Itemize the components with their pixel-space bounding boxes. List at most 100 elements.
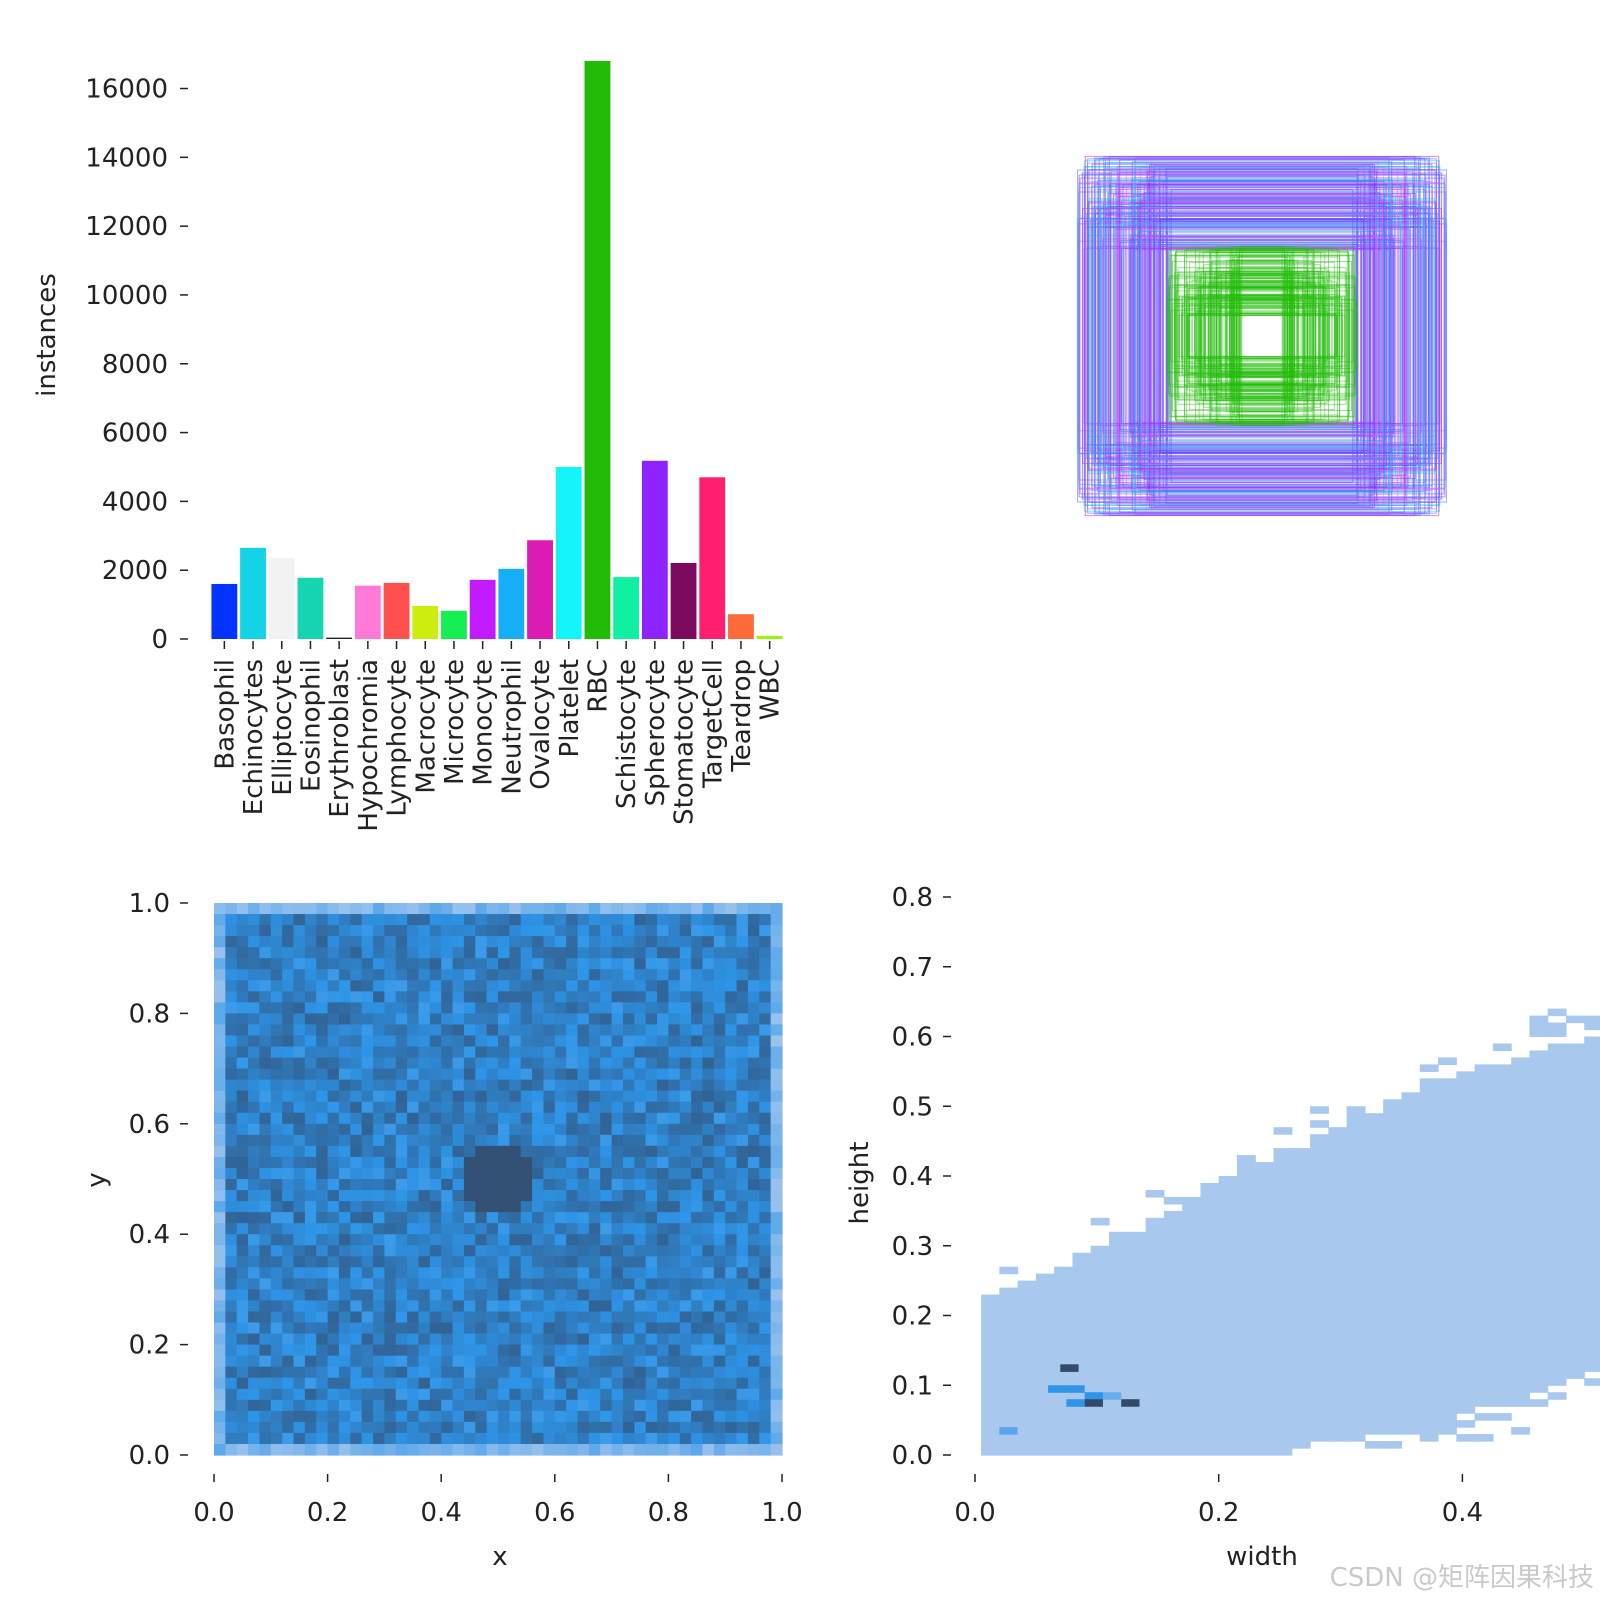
wh-cell	[981, 1392, 1000, 1400]
xy-cell	[713, 936, 726, 948]
xy-cell	[634, 903, 647, 915]
wh-cell	[1401, 1308, 1421, 1317]
xy-cell	[509, 1432, 522, 1445]
xy-cell	[248, 1355, 261, 1368]
wh-cell	[1584, 1252, 1600, 1261]
xy-cell	[600, 1311, 613, 1324]
xy-cell	[463, 1101, 476, 1114]
box-outline	[1191, 297, 1333, 375]
xy-cell	[236, 903, 249, 915]
wh-hot-cell	[1060, 1364, 1079, 1372]
xy-cell	[770, 1399, 783, 1412]
xy-cell	[270, 1344, 283, 1357]
wh-cell	[1182, 1406, 1202, 1414]
bar-ytick-label: 14000	[85, 143, 168, 173]
wh-cell	[1310, 1350, 1329, 1358]
xy-cell	[588, 1024, 601, 1037]
box-outline	[1200, 302, 1324, 370]
wh-cell	[1401, 1329, 1421, 1338]
wh-cell	[1328, 1189, 1348, 1198]
xy-cell	[475, 1443, 488, 1456]
xy-cell	[248, 1190, 261, 1202]
xy-cell	[509, 1190, 522, 1202]
xy-cell	[634, 980, 647, 992]
xy-cell	[475, 980, 488, 992]
wh-cell	[1456, 1378, 1476, 1386]
xy-cell	[657, 1399, 669, 1412]
xy-cell	[532, 1223, 545, 1235]
xy-cell	[463, 1112, 476, 1125]
xy-cell	[304, 936, 317, 948]
xy-cell	[554, 1223, 567, 1235]
bar-echinocytes	[240, 547, 266, 639]
wh-cell	[1182, 1280, 1202, 1289]
wh-cell	[1182, 1427, 1202, 1435]
xy-cell	[691, 1278, 704, 1290]
xy-cell	[463, 1223, 476, 1235]
xy-cell	[293, 1377, 306, 1390]
xy-cell	[634, 1046, 647, 1059]
xy-cell	[747, 1024, 760, 1037]
xy-cell	[634, 1112, 647, 1125]
xy-cell	[293, 1190, 306, 1202]
xy-cell	[498, 1156, 510, 1169]
wh-cell	[1182, 1378, 1202, 1386]
wh-ytick-label: 0.1	[892, 1371, 933, 1401]
wh-cell	[1109, 1357, 1128, 1365]
box-outline	[1233, 254, 1291, 418]
wh-cell	[1109, 1252, 1128, 1261]
wh-cell	[1584, 1057, 1600, 1065]
wh-cell	[1584, 1280, 1600, 1289]
wh-cell	[1054, 1448, 1074, 1456]
xy-cell	[327, 1090, 340, 1103]
wh-cell	[1584, 1294, 1600, 1303]
wh-cell	[1419, 1378, 1439, 1386]
xy-cell	[520, 1145, 533, 1158]
xy-cell	[498, 1123, 510, 1136]
xy-cell	[634, 1322, 647, 1335]
xy-cell	[350, 1333, 363, 1346]
wh-cell	[1346, 1106, 1366, 1114]
xy-cell	[747, 903, 760, 915]
xy-cell	[441, 1079, 454, 1092]
xy-cell	[747, 1212, 760, 1224]
xy-cell	[429, 1344, 442, 1357]
xy-cell	[441, 1355, 454, 1368]
xy-cell	[282, 1256, 295, 1268]
wh-cell	[1565, 1155, 1585, 1163]
wh-cell	[1419, 1294, 1439, 1303]
xy-cell	[361, 1145, 374, 1158]
box-outline	[1239, 245, 1285, 427]
xy-cell	[645, 1322, 658, 1335]
wh-cell	[1401, 1196, 1421, 1205]
wh-cell	[1328, 1364, 1348, 1372]
xy-cell	[463, 1167, 476, 1180]
xy-cell	[543, 1101, 556, 1114]
xy-cell	[384, 1190, 397, 1202]
xy-cell	[304, 1245, 317, 1257]
wh-cell	[1255, 1329, 1275, 1338]
xy-cell	[236, 1090, 249, 1103]
wh-cell	[1492, 1280, 1512, 1289]
wh-cell	[1346, 1364, 1366, 1372]
xy-cell	[759, 1443, 772, 1456]
wh-cell	[1529, 1196, 1549, 1205]
wh-cell	[1565, 1273, 1585, 1282]
xy-cell	[520, 903, 533, 915]
xy-cell	[611, 1223, 624, 1235]
bar-ytick-label: 16000	[85, 75, 168, 105]
bar-ytick-label: 0	[151, 625, 168, 655]
wh-cell	[1346, 1287, 1366, 1296]
wh-cell	[1072, 1378, 1092, 1386]
wh-cell	[1438, 1231, 1457, 1240]
box-outline	[1187, 288, 1337, 384]
wh-cell	[1291, 1427, 1311, 1435]
wh-cell	[1438, 1085, 1457, 1093]
wh-cell	[1474, 1245, 1494, 1254]
wh-cell	[1529, 1399, 1549, 1407]
xy-cell	[691, 903, 704, 915]
wh-cell	[1127, 1231, 1147, 1240]
xy-cell	[304, 1035, 317, 1048]
xy-cell	[725, 1145, 738, 1158]
xy-cell	[543, 1234, 556, 1246]
